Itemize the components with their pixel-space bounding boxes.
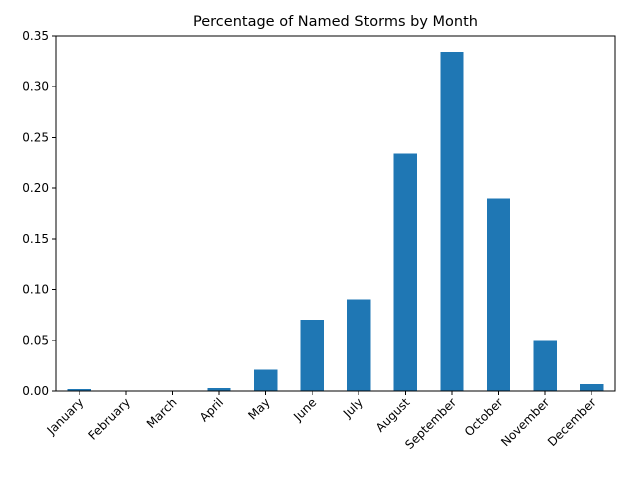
y-tick-label: 0.25 xyxy=(22,130,49,144)
bar-september xyxy=(440,52,464,391)
bar-april xyxy=(207,387,231,391)
y-tick-label: 0.15 xyxy=(22,232,49,246)
bar-may xyxy=(253,369,278,391)
plot-frame xyxy=(55,35,616,392)
x-tick-label-april: April xyxy=(197,395,226,424)
bar-january xyxy=(67,388,91,391)
x-tick-label-october: October xyxy=(462,395,506,439)
y-tick-label: 0.05 xyxy=(22,333,49,347)
x-tick-label-november: November xyxy=(498,395,552,449)
x-tick-label-december: December xyxy=(545,395,599,449)
y-tick-label: 0.35 xyxy=(22,29,49,43)
x-tick-label-february: February xyxy=(85,395,133,443)
bar-july xyxy=(347,299,371,391)
y-axis: 0.00 0.05 0.10 0.15 0.20 0.25 0.30 0.35 xyxy=(22,29,56,398)
x-tick-label-august: August xyxy=(373,395,413,435)
bars-layer xyxy=(67,52,604,391)
bar-october xyxy=(486,198,511,391)
bar-november xyxy=(533,340,557,391)
y-tick-label: 0.10 xyxy=(22,283,49,297)
x-tick-label-july: July xyxy=(340,395,366,421)
bar-december xyxy=(580,383,604,391)
x-tick-label-june: June xyxy=(290,395,319,424)
bar-august xyxy=(393,153,418,391)
x-tick-label-march: March xyxy=(144,395,180,431)
y-tick-label: 0.30 xyxy=(22,80,49,94)
x-tick-label-january: January xyxy=(44,395,87,438)
x-axis: January February March April May June July Augu… xyxy=(44,391,599,452)
chart-title: Percentage of Named Storms by Month xyxy=(193,14,478,30)
y-tick-label: 0.00 xyxy=(22,384,49,398)
bar-june xyxy=(300,320,324,391)
y-tick-label: 0.20 xyxy=(22,181,49,195)
x-tick-label-may: May xyxy=(245,395,272,422)
